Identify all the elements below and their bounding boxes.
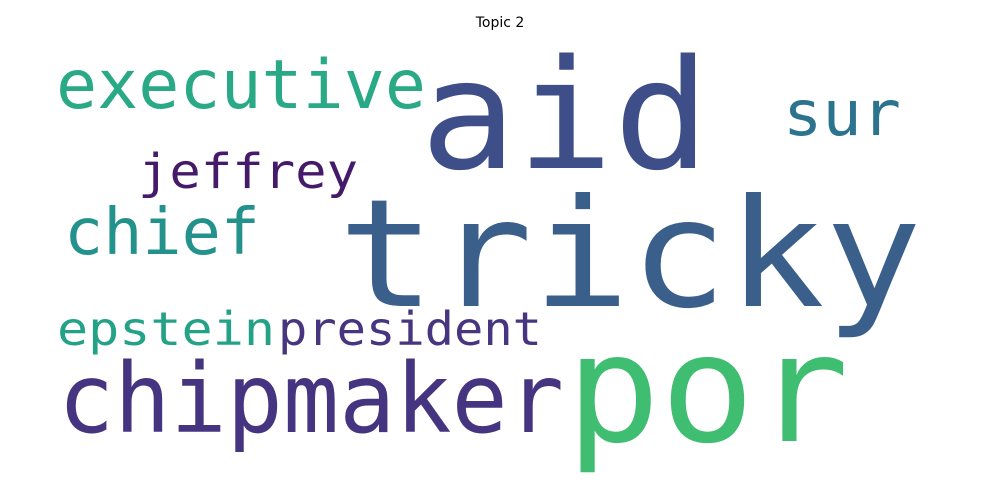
word-executive: executive	[56, 46, 426, 125]
figure-title: Topic 2	[475, 15, 525, 31]
word-chief: chief	[64, 196, 260, 270]
word-president: president	[278, 302, 542, 356]
word-aid: aid	[420, 27, 710, 204]
word-chipmaker: chipmaker	[58, 343, 564, 455]
word-tricky: tricky	[338, 168, 922, 342]
word-por: por	[566, 303, 849, 477]
word-sur: sur	[783, 77, 901, 150]
word-jeffrey: jeffrey	[138, 144, 358, 200]
word-epstein: epstein	[57, 302, 275, 356]
